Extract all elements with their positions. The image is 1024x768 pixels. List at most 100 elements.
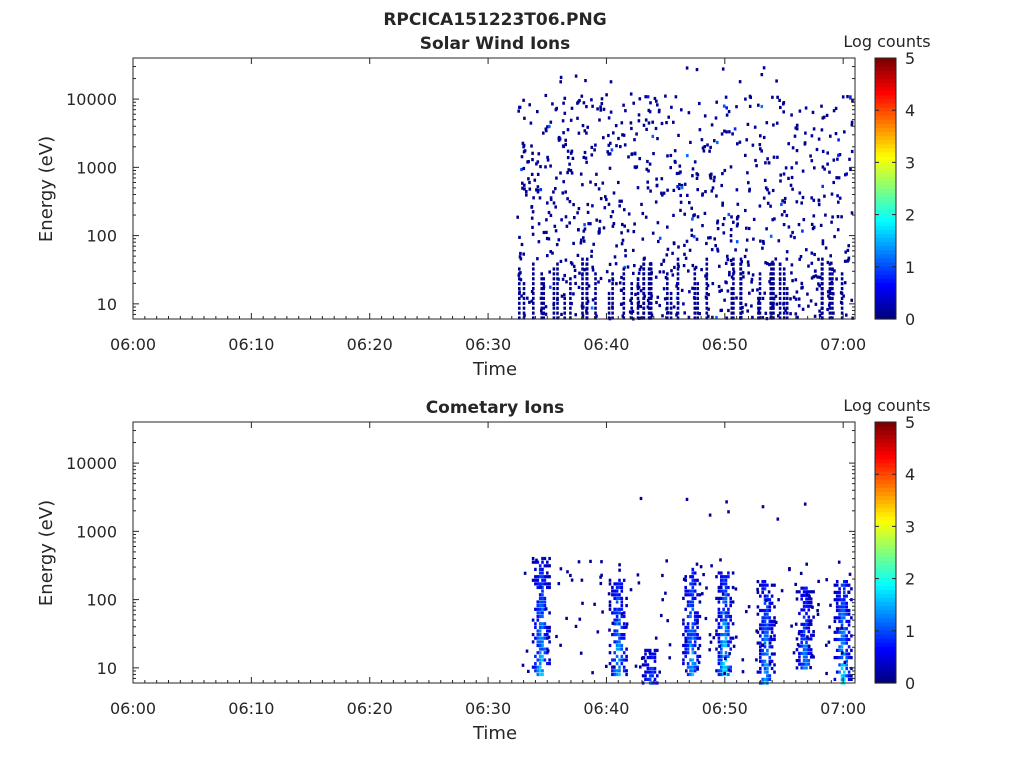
spectrogram-cell — [666, 296, 669, 300]
spectrogram-cell — [730, 296, 734, 300]
spectrogram-cell — [658, 108, 661, 112]
spectrogram-cell — [705, 277, 709, 281]
spectrogram-cell — [674, 95, 678, 99]
spectrogram-cell — [801, 307, 805, 311]
spectrogram-cell — [745, 138, 748, 142]
spectrogram-cell — [838, 587, 841, 591]
spectrogram-cell — [585, 131, 588, 135]
spectrogram-cell — [541, 625, 544, 629]
spectrogram-cell — [536, 643, 540, 648]
spectrogram-cell — [554, 205, 557, 209]
spectrogram-cell — [720, 665, 723, 669]
spectrogram-cell — [831, 301, 834, 305]
spectrogram-cell — [537, 240, 541, 244]
spectrogram-cell — [594, 143, 597, 147]
spectrogram-cell — [727, 510, 730, 514]
spectrogram-cell — [613, 255, 617, 259]
spectrogram-cell — [825, 643, 828, 647]
spectrogram-cell — [722, 643, 725, 648]
spectrogram-cell — [788, 567, 791, 571]
colorbar-segment — [875, 503, 896, 509]
spectrogram-cell — [518, 296, 521, 300]
spectrogram-cell — [532, 287, 535, 291]
spectrogram-cell — [518, 316, 521, 320]
spectrogram-cell — [656, 648, 659, 652]
spectrogram-cell — [615, 593, 619, 597]
spectrogram-cell — [531, 560, 535, 564]
spectrogram-cell — [536, 629, 540, 633]
spectrogram-cell — [630, 152, 633, 156]
spectrogram-cell — [763, 623, 767, 627]
spectrogram-cell — [821, 257, 824, 261]
spectrogram-cell — [713, 237, 716, 241]
spectrogram-cell — [763, 587, 767, 591]
spectrogram-cell — [548, 124, 551, 129]
spectrogram-cell — [766, 634, 769, 638]
spectrogram-cell — [802, 608, 806, 612]
spectrogram-cell — [536, 582, 540, 586]
spectrogram-cell — [623, 224, 626, 228]
spectrogram-cell — [696, 215, 700, 219]
spectrogram-cell — [644, 652, 647, 656]
spectrogram-cell — [700, 268, 703, 272]
spectrogram-cell — [843, 670, 846, 674]
spectrogram-cell — [636, 282, 640, 286]
spectrogram-cell — [620, 633, 624, 637]
spectrogram-cell — [763, 594, 767, 598]
spectrogram-cell — [840, 656, 844, 660]
spectrogram-cell — [689, 600, 692, 604]
spectrogram-cell — [821, 301, 824, 305]
spectrogram-cell — [797, 304, 801, 308]
spectrogram-cell — [555, 634, 558, 639]
spectrogram-cell — [531, 210, 535, 214]
spectrogram-cell — [613, 658, 616, 662]
spectrogram-cell — [720, 611, 723, 615]
spectrogram-cell — [538, 604, 542, 608]
spectrogram-cell — [523, 571, 527, 575]
spectrogram-cell — [568, 221, 571, 225]
spectrogram-cell — [546, 647, 549, 651]
spectrogram-cell — [765, 598, 768, 602]
spectrogram-cell — [669, 291, 673, 296]
spectrogram-cell — [733, 127, 737, 131]
spectrogram-cell — [613, 651, 616, 655]
spectrogram-cell — [637, 581, 641, 585]
spectrogram-cell — [666, 277, 669, 281]
spectrogram-cell — [568, 162, 571, 166]
colorbar-segment — [875, 634, 896, 639]
spectrogram-cell — [590, 153, 594, 157]
spectrogram-cell — [773, 634, 776, 638]
spectrogram-cell — [795, 637, 799, 641]
colorbar-segment — [875, 172, 896, 177]
spectrogram-cell — [724, 614, 728, 619]
spectrogram-cell — [611, 589, 614, 593]
y-tick-label: 100 — [86, 591, 117, 610]
spectrogram-cell — [756, 670, 760, 674]
spectrogram-cell — [735, 635, 738, 639]
spectrogram-cell — [552, 190, 555, 194]
spectrogram-cell — [775, 302, 779, 306]
spectrogram-cell — [777, 239, 781, 243]
spectrogram-cell — [541, 571, 544, 575]
spectrogram-cell — [769, 635, 773, 639]
spectrogram-cell — [721, 592, 725, 596]
y-tick-label: 1000 — [76, 522, 117, 541]
spectrogram-cell — [766, 674, 769, 678]
spectrogram-cell — [756, 605, 760, 609]
spectrogram-cell — [693, 160, 697, 164]
spectrogram-cell — [556, 296, 559, 300]
spectrogram-cell — [691, 575, 695, 579]
spectrogram-cell — [583, 227, 587, 231]
spectrogram-cell — [622, 291, 626, 296]
spectrogram-cell — [778, 282, 782, 286]
colorbar-segment — [875, 454, 896, 460]
spectrogram-cell — [653, 677, 657, 681]
spectrogram-cell — [693, 640, 697, 644]
spectrogram-cell — [739, 282, 743, 286]
spectrogram-cell — [651, 666, 654, 671]
spectrogram-cell — [543, 633, 547, 637]
spectrogram-cell — [717, 284, 721, 289]
spectrogram-cell — [782, 306, 786, 310]
spectrogram-cell — [782, 172, 786, 176]
spectrogram-cell — [618, 582, 621, 586]
